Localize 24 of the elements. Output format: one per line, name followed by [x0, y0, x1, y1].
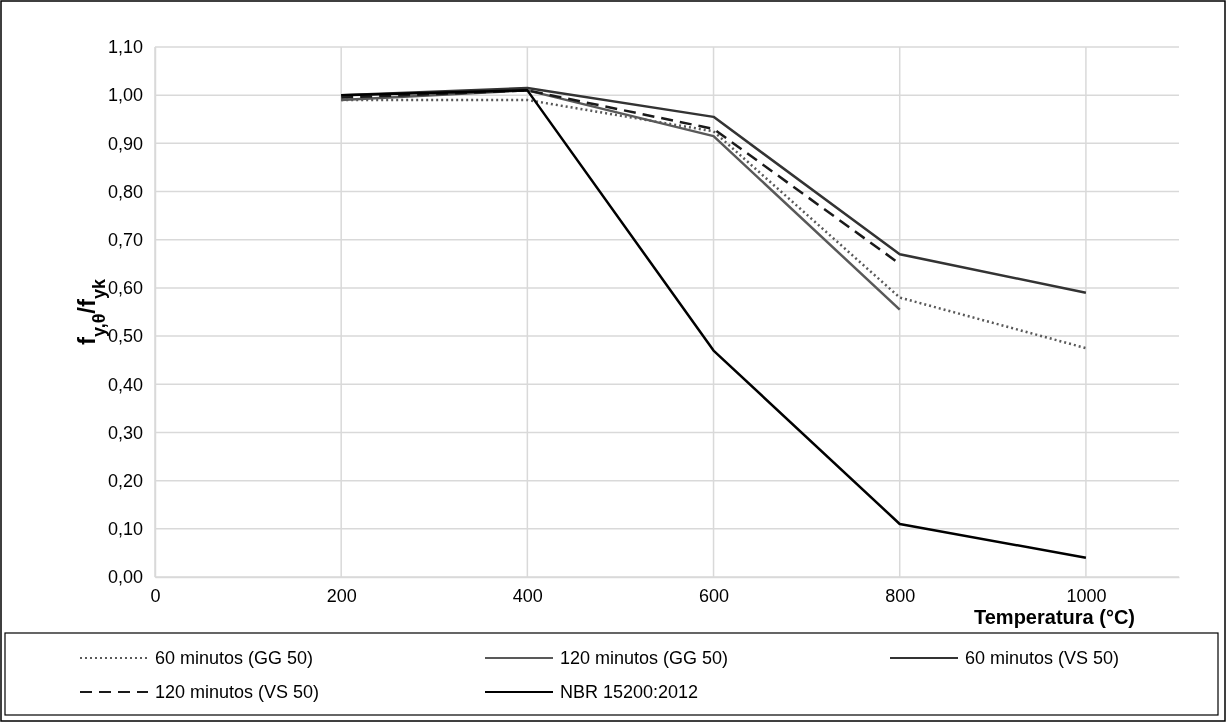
legend-label: 120 minutos (GG 50) — [560, 648, 729, 668]
x-tick-label: 1000 — [1066, 585, 1107, 606]
x-tick-label: 0 — [150, 585, 161, 606]
legend-label: 60 minutos (GG 50) — [155, 648, 314, 668]
legend-label: 60 minutos (VS 50) — [965, 648, 1120, 668]
y-tick-label: 0,40 — [107, 374, 143, 395]
legend-label: NBR 15200:2012 — [560, 682, 699, 702]
x-tick-label: 600 — [699, 585, 730, 606]
x-axis-title: Temperatura (°C) — [974, 606, 1135, 628]
line-series — [339, 89, 1088, 559]
x-tick-label: 400 — [512, 585, 543, 606]
y-tick-label: 1,00 — [107, 85, 143, 106]
x-tick-label: 800 — [885, 585, 916, 606]
y-tick-label: 0,70 — [107, 229, 143, 250]
y-tick-label: 0,30 — [107, 422, 143, 443]
y-tick-label: 0,20 — [107, 470, 143, 491]
y-tick-label: 0,90 — [107, 133, 143, 154]
y-tick-label: 1,10 — [107, 37, 143, 58]
y-tick-label: 0,50 — [107, 326, 143, 347]
legend-label: 120 minutos (VS 50) — [155, 682, 320, 702]
y-tick-label: 0,10 — [107, 519, 143, 540]
y-tick-label: 0,00 — [107, 567, 143, 588]
x-tick-label: 200 — [326, 585, 357, 606]
y-tick-label: 0,80 — [107, 181, 143, 202]
